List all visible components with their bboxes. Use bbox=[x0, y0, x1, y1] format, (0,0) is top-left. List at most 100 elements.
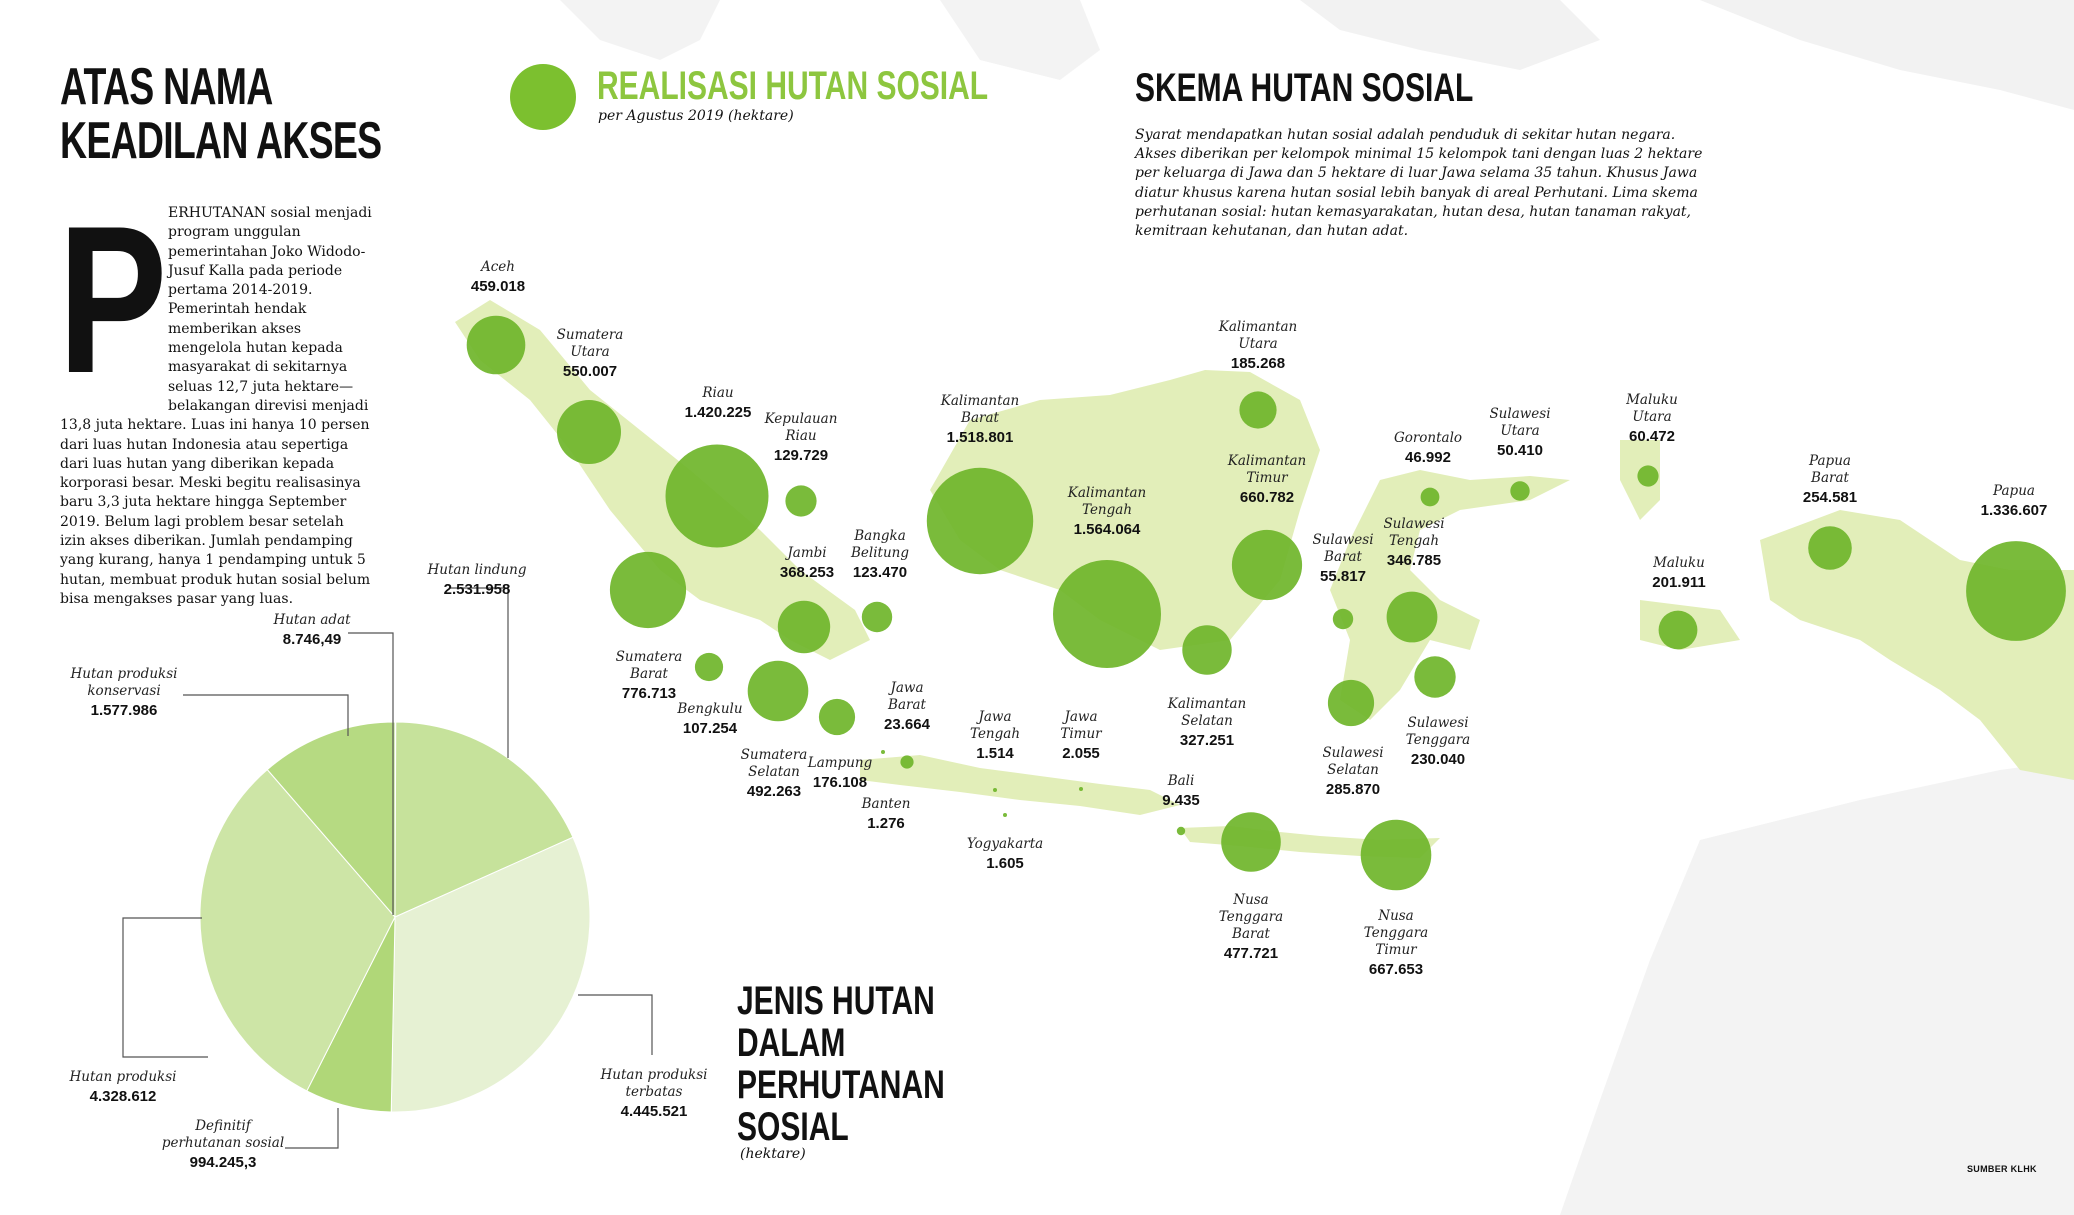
leader-hutan-produksi bbox=[122, 917, 208, 1058]
jenis-title-line: JENIS HUTAN bbox=[737, 979, 935, 1023]
bubble-kepulauan-riau bbox=[785, 485, 817, 517]
bubble-aceh bbox=[466, 315, 526, 375]
label-name-sulawesi-barat: Barat bbox=[1323, 549, 1362, 565]
pie-label-name-hutan-adat: Hutan adat bbox=[272, 612, 351, 628]
pie-label-value-hutan-lindung: 2.531.958 bbox=[444, 581, 511, 598]
kalimantan-landmass bbox=[930, 370, 1320, 650]
label-value-jawa-timur: 2.055 bbox=[1062, 745, 1100, 762]
label-name-sumatera-selatan: Sumatera bbox=[741, 747, 808, 763]
bubble-kalimantan-selatan bbox=[1182, 625, 1232, 675]
bubble-sulawesi-utara bbox=[1510, 481, 1530, 501]
label-name-sulawesi-tenggara: Tenggara bbox=[1406, 732, 1470, 748]
label-value-sumatera-barat: 776.713 bbox=[622, 685, 676, 702]
pie-label-value-definitif-perhutanan-sosial: 994.245,3 bbox=[190, 1154, 257, 1171]
bubble-nusa-tenggara-barat bbox=[1221, 812, 1281, 872]
label-value-kepulauan-riau: 129.729 bbox=[774, 447, 828, 464]
bubble-nusa-tenggara-timur bbox=[1360, 819, 1432, 891]
label-name-sumatera-utara: Utara bbox=[570, 344, 609, 360]
label-name-sumatera-barat: Sumatera bbox=[616, 649, 683, 665]
realisasi-subtitle: per Agustus 2019 (hektare) bbox=[598, 108, 794, 124]
label-name-sumatera-utara: Sumatera bbox=[557, 327, 624, 343]
pie-slice-hutan-lindung bbox=[394, 721, 574, 918]
label-value-kalimantan-selatan: 327.251 bbox=[1180, 732, 1234, 749]
bubble-papua-barat bbox=[1808, 526, 1852, 570]
pie-label-name-hutan-produksi-terbatas: Hutan produksi bbox=[600, 1067, 708, 1083]
label-name-bangka-belitung: Belitung bbox=[850, 545, 909, 561]
leader-hutan-lindung bbox=[450, 587, 509, 758]
label-name-jawa-timur: Timur bbox=[1060, 726, 1103, 742]
maluku-landmass bbox=[1620, 440, 1740, 650]
label-value-maluku: 201.911 bbox=[1652, 574, 1705, 591]
label-name-gorontalo: Gorontalo bbox=[1394, 430, 1462, 446]
label-value-banten: 1.276 bbox=[867, 815, 905, 832]
realisasi-title: REALISASI HUTAN SOSIAL bbox=[597, 64, 989, 108]
bubble-yogyakarta bbox=[1003, 813, 1007, 817]
label-name-yogyakarta: Yogyakarta bbox=[967, 836, 1043, 852]
label-name-banten: Banten bbox=[861, 796, 911, 812]
label-value-yogyakarta: 1.605 bbox=[986, 855, 1024, 872]
bubble-kalimantan-utara bbox=[1239, 391, 1277, 429]
label-name-kalimantan-timur: Timur bbox=[1246, 470, 1289, 486]
jenis-subtitle: (hektare) bbox=[740, 1146, 806, 1162]
label-name-bengkulu: Bengkulu bbox=[676, 701, 742, 717]
pie-label-value-hutan-produksi-terbatas: 4.445.521 bbox=[621, 1103, 688, 1120]
label-value-riau: 1.420.225 bbox=[685, 404, 752, 421]
bubble-gorontalo bbox=[1420, 487, 1440, 507]
label-name-sulawesi-tenggara: Sulawesi bbox=[1407, 715, 1468, 731]
label-value-lampung: 176.108 bbox=[813, 774, 867, 791]
label-value-kalimantan-barat: 1.518.801 bbox=[947, 429, 1014, 446]
label-name-kalimantan-timur: Kalimantan bbox=[1227, 453, 1306, 469]
label-name-sulawesi-tengah: Sulawesi bbox=[1383, 516, 1444, 532]
label-name-kalimantan-selatan: Selatan bbox=[1181, 713, 1233, 729]
bubble-sulawesi-tengah bbox=[1386, 591, 1438, 643]
bubble-bengkulu bbox=[694, 652, 724, 682]
dropcap-space bbox=[60, 204, 168, 414]
bubble-bali bbox=[1176, 826, 1186, 836]
bubble-kalimantan-barat bbox=[926, 467, 1034, 575]
pie-label-name-hutan-lindung: Hutan lindung bbox=[427, 562, 527, 578]
pie-label-name-definitif-perhutanan-sosial: perhutanan sosial bbox=[162, 1135, 284, 1151]
label-value-kalimantan-tengah: 1.564.064 bbox=[1074, 521, 1141, 538]
label-name-maluku-utara: Utara bbox=[1632, 409, 1671, 425]
label-name-jawa-tengah: Jawa bbox=[975, 709, 1011, 725]
label-name-sulawesi-utara: Utara bbox=[1500, 423, 1539, 439]
label-name-aceh: Aceh bbox=[479, 259, 515, 275]
label-name-riau: Riau bbox=[701, 385, 733, 401]
jenis-title: JENIS HUTAN DALAM PERHUTANAN SOSIAL bbox=[737, 980, 945, 1148]
bubble-kalimantan-tengah bbox=[1053, 560, 1161, 668]
bubble-sumatera-barat bbox=[609, 551, 687, 629]
leader-hutan-produksi-konservasi bbox=[183, 694, 349, 736]
label-value-papua: 1.336.607 bbox=[1981, 502, 2048, 519]
drop-cap: P bbox=[58, 182, 168, 417]
label-value-sulawesi-selatan: 285.870 bbox=[1326, 781, 1380, 798]
bubble-jawa-tengah bbox=[993, 788, 997, 792]
jenis-title-line: SOSIAL bbox=[737, 1105, 849, 1149]
bubble-papua bbox=[1966, 541, 2066, 641]
bubble-sulawesi-tenggara bbox=[1414, 656, 1456, 698]
label-name-jawa-barat: Jawa bbox=[887, 680, 923, 696]
pie-slice-hutan-produksi bbox=[199, 768, 396, 1092]
label-name-nusa-tenggara-barat: Barat bbox=[1231, 926, 1270, 942]
label-name-bali: Bali bbox=[1167, 773, 1195, 789]
bubble-sumatera-utara bbox=[557, 400, 621, 464]
label-name-kalimantan-tengah: Tengah bbox=[1082, 502, 1132, 518]
bubble-riau bbox=[665, 444, 769, 548]
source-credit: SUMBER KLHK bbox=[1967, 1164, 2037, 1174]
jenis-title-line: PERHUTANAN bbox=[737, 1063, 945, 1107]
label-value-papua-barat: 254.581 bbox=[1803, 489, 1857, 506]
label-value-kalimantan-utara: 185.268 bbox=[1231, 355, 1285, 372]
label-value-jambi: 368.253 bbox=[780, 564, 834, 581]
label-name-sumatera-barat: Barat bbox=[629, 666, 668, 682]
bubble-jawa-timur bbox=[1079, 787, 1083, 791]
label-name-jawa-barat: Barat bbox=[887, 697, 926, 713]
sulawesi-landmass bbox=[1330, 470, 1570, 720]
label-name-sulawesi-selatan: Sulawesi bbox=[1322, 745, 1383, 761]
pie-label-name-hutan-produksi-konservasi: konservasi bbox=[87, 683, 160, 699]
label-name-sulawesi-barat: Sulawesi bbox=[1312, 532, 1373, 548]
label-value-sulawesi-tenggara: 230.040 bbox=[1411, 751, 1465, 768]
pie-slice-hutan-produksi-konservasi bbox=[266, 721, 396, 919]
label-value-nusa-tenggara-timur: 667.653 bbox=[1369, 961, 1423, 978]
legend-bubble-icon bbox=[510, 64, 576, 130]
bubble-sumatera-selatan bbox=[747, 660, 809, 722]
